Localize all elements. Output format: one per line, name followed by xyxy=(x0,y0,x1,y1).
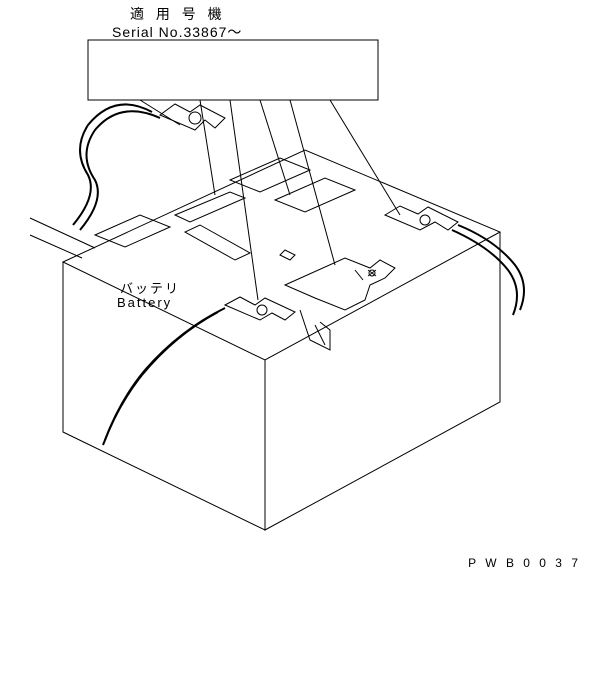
battery-line-drawing xyxy=(0,0,593,700)
battery-diagram: 適 用 号 機 Serial No.33867～ バッテリ Battery P … xyxy=(0,0,593,700)
